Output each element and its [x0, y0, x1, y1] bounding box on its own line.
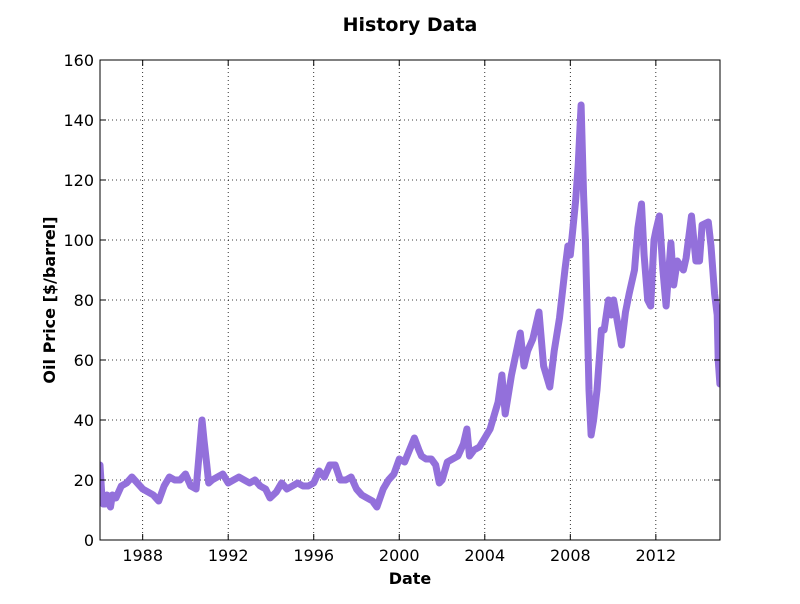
x-axis: 1988 1992 1996 2000 2004 2008 2012: [122, 60, 676, 565]
y-tick-label: 160: [63, 51, 94, 70]
y-tick-label: 100: [63, 231, 94, 250]
x-axis-label: Date: [389, 569, 432, 588]
y-axis-label: Oil Price [$/barrel]: [40, 216, 59, 383]
plot-area: [100, 101, 720, 511]
x-tick-label: 1988: [122, 546, 163, 565]
y-tick-label: 0: [84, 531, 94, 550]
y-tick-label: 120: [63, 171, 94, 190]
x-tick-label: 2004: [464, 546, 505, 565]
y-axis: 0 20 40 60 80 100 120 140 160: [63, 51, 720, 550]
x-tick-label: 2000: [379, 546, 420, 565]
x-tick-label: 1996: [293, 546, 334, 565]
x-tick-label: 1992: [208, 546, 249, 565]
x-tick-label: 2008: [550, 546, 591, 565]
x-tick-label: 2012: [635, 546, 676, 565]
y-tick-label: 40: [74, 411, 94, 430]
series-line: [100, 101, 720, 511]
y-tick-label: 20: [74, 471, 94, 490]
y-tick-label: 60: [74, 351, 94, 370]
grid: [100, 60, 720, 540]
y-tick-label: 80: [74, 291, 94, 310]
y-tick-label: 140: [63, 111, 94, 130]
chart-title: History Data: [343, 14, 478, 36]
